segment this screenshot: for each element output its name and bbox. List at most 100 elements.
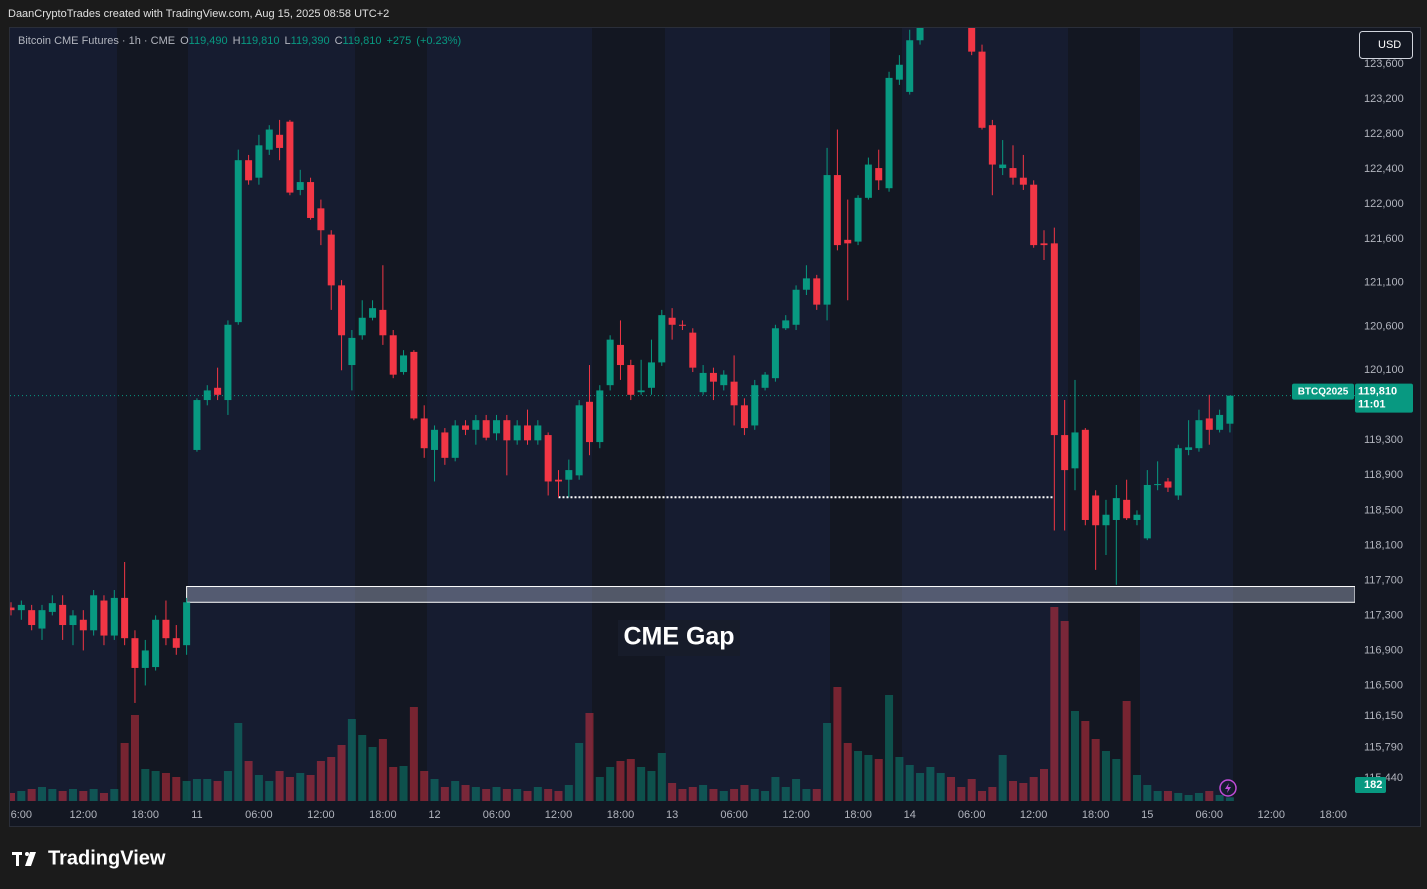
volume-bar xyxy=(678,789,687,801)
volume-bar xyxy=(575,743,584,801)
volume-tag xyxy=(1355,777,1386,793)
volume-bar xyxy=(957,787,966,801)
volume-bar xyxy=(502,789,511,801)
volume-bar xyxy=(719,791,728,801)
volume-bar xyxy=(1205,791,1214,801)
volume-bar xyxy=(1070,711,1079,801)
volume-bar xyxy=(854,751,863,801)
candle-body xyxy=(720,374,728,386)
gap-label-bg xyxy=(618,620,740,656)
y-tick-label: 118,900 xyxy=(1364,469,1403,481)
volume-bar xyxy=(358,735,367,801)
y-tick-label: 118,100 xyxy=(1364,539,1403,551)
volume-bar xyxy=(947,777,956,801)
x-tick-label: 12:00 xyxy=(545,809,573,821)
volume-bar xyxy=(234,723,243,801)
y-tick-label: 121,600 xyxy=(1364,233,1404,245)
candle-body xyxy=(286,121,294,193)
candle-body xyxy=(627,365,635,395)
candle-body xyxy=(338,285,346,336)
volume-bar xyxy=(389,767,398,801)
volume-bar xyxy=(1050,607,1059,801)
volume-bar xyxy=(1040,769,1048,801)
candle-body xyxy=(1102,514,1110,526)
volume-bar xyxy=(223,771,232,801)
candle-body xyxy=(420,418,428,449)
volume-bar xyxy=(182,781,191,801)
x-tick-label: 12:00 xyxy=(307,809,335,821)
volume-bar xyxy=(482,789,491,801)
volume-bar xyxy=(1143,785,1152,801)
volume-bar xyxy=(967,779,976,801)
candle-body xyxy=(152,619,160,668)
y-tick-label: 116,500 xyxy=(1364,679,1403,691)
volume-bar xyxy=(327,757,336,801)
candle-body xyxy=(678,324,686,326)
volume-bar xyxy=(812,789,821,801)
volume-bar xyxy=(1009,781,1018,801)
candle-body xyxy=(38,610,46,629)
currency-button[interactable] xyxy=(1359,31,1413,59)
candle-body xyxy=(493,420,501,434)
candle-body xyxy=(172,638,180,648)
volume-bar xyxy=(48,789,57,801)
volume-bar xyxy=(58,791,67,801)
gap-label: CME Gap xyxy=(623,623,734,651)
candle-body xyxy=(1143,484,1151,539)
y-tick-label: 122,400 xyxy=(1364,163,1404,175)
alert-icon xyxy=(1219,779,1237,797)
volume-bar xyxy=(916,773,925,801)
x-tick-label: 06:00 xyxy=(483,809,511,821)
y-tick-label: 123,200 xyxy=(1364,93,1404,105)
candle-body xyxy=(224,324,232,401)
volume-bar xyxy=(10,793,15,801)
x-tick-label: 12 xyxy=(428,809,440,821)
volume-bar xyxy=(874,759,883,801)
candle-body xyxy=(503,420,511,441)
y-tick-label: 121,100 xyxy=(1364,277,1404,289)
ohlc-key: L xyxy=(284,35,291,47)
volume-bar xyxy=(554,791,563,801)
candle-body xyxy=(647,362,655,388)
x-tick-label: 18:00 xyxy=(607,809,635,821)
volume-bar xyxy=(399,766,408,801)
candle-body xyxy=(699,372,707,393)
brand: TradingView xyxy=(48,847,166,869)
x-tick-label: 12:00 xyxy=(70,809,98,821)
volume-bar xyxy=(833,687,842,801)
candle-body xyxy=(1216,414,1224,430)
candle-body xyxy=(1050,243,1058,436)
volume-bar xyxy=(978,791,987,801)
volume-bar xyxy=(606,767,615,801)
volume-bar xyxy=(988,787,997,801)
candle-body xyxy=(276,134,284,148)
volume-bar xyxy=(368,747,377,801)
volume-bar xyxy=(99,793,108,801)
volume-bar xyxy=(213,781,222,801)
volume-bar xyxy=(1153,791,1162,801)
x-tick-label: 13 xyxy=(666,809,678,821)
volume-bar xyxy=(864,755,873,801)
volume-bar xyxy=(1194,793,1203,801)
candle-body xyxy=(606,339,614,386)
volume-bar xyxy=(492,787,501,801)
currency[interactable]: USD xyxy=(1378,39,1401,51)
volume-bar xyxy=(1101,751,1110,801)
volume-bar xyxy=(730,789,739,801)
ohlc-key: O xyxy=(180,35,189,47)
candle-body xyxy=(1112,498,1120,520)
y-tick-label: 122,800 xyxy=(1364,128,1404,140)
candle-body xyxy=(193,400,201,450)
candle-body xyxy=(245,160,253,181)
candle-body xyxy=(17,604,25,611)
volume-bar xyxy=(378,739,387,801)
volume-bar xyxy=(1122,701,1131,801)
candle-body xyxy=(234,160,242,323)
volume-bar xyxy=(409,707,418,801)
change-pct: (+0.23%) xyxy=(416,35,462,47)
candle-body xyxy=(1154,484,1162,486)
volume-bar xyxy=(347,719,356,801)
x-tick-label: 18:00 xyxy=(1319,809,1347,821)
y-tick-label: 117,700 xyxy=(1364,574,1403,586)
candle-body xyxy=(462,425,470,430)
